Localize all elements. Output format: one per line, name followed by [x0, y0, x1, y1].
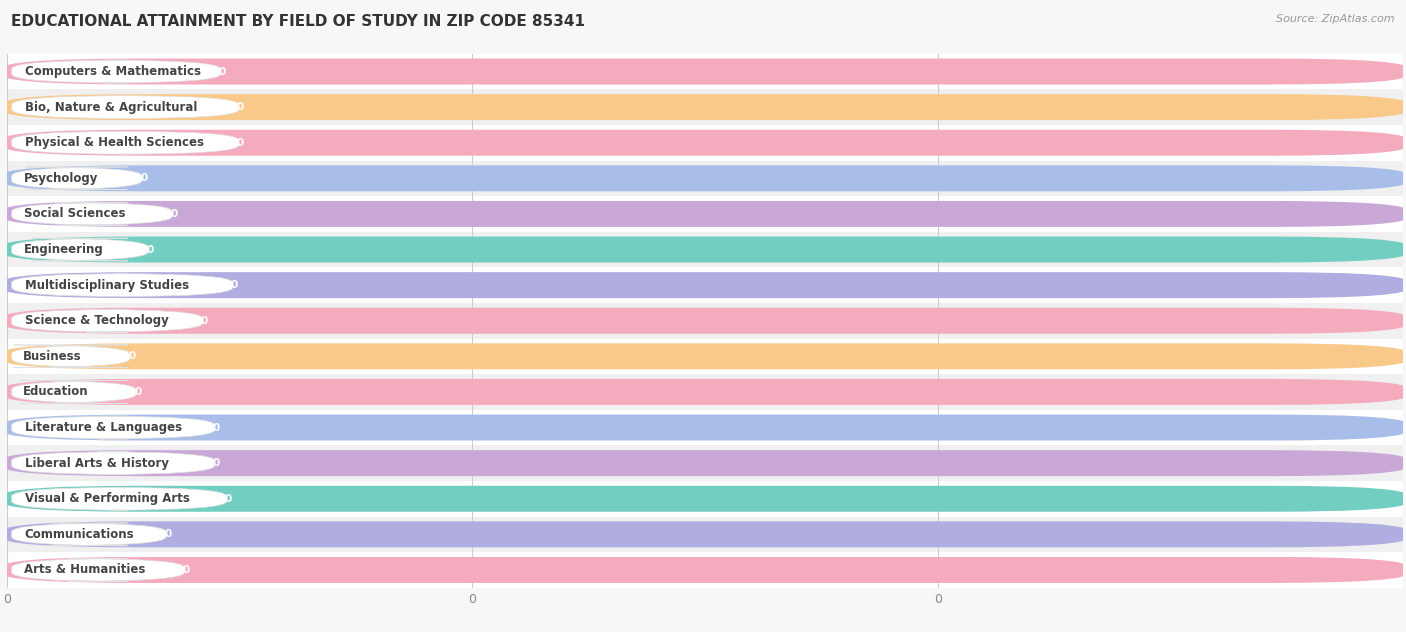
Text: EDUCATIONAL ATTAINMENT BY FIELD OF STUDY IN ZIP CODE 85341: EDUCATIONAL ATTAINMENT BY FIELD OF STUDY… — [11, 14, 585, 29]
Text: Psychology: Psychology — [24, 172, 98, 185]
FancyBboxPatch shape — [0, 450, 1406, 476]
Text: 0: 0 — [219, 66, 226, 76]
Text: 0: 0 — [225, 494, 232, 504]
Bar — [7, 267, 1403, 303]
FancyBboxPatch shape — [11, 416, 215, 439]
FancyBboxPatch shape — [11, 238, 148, 261]
Bar — [7, 552, 1403, 588]
FancyBboxPatch shape — [0, 415, 1406, 441]
Text: Business: Business — [22, 350, 82, 363]
FancyBboxPatch shape — [0, 166, 1406, 191]
FancyBboxPatch shape — [0, 521, 1406, 547]
Text: 0: 0 — [231, 280, 238, 290]
FancyBboxPatch shape — [11, 309, 202, 332]
FancyBboxPatch shape — [0, 201, 1406, 227]
Text: Social Sciences: Social Sciences — [24, 207, 125, 221]
Bar — [7, 339, 1403, 374]
Bar — [7, 481, 1403, 516]
FancyBboxPatch shape — [0, 557, 1406, 583]
Text: 0: 0 — [141, 173, 148, 183]
Bar — [7, 446, 1403, 481]
Text: Bio, Nature & Agricultural: Bio, Nature & Agricultural — [25, 100, 198, 114]
Text: Computers & Mathematics: Computers & Mathematics — [25, 65, 201, 78]
FancyBboxPatch shape — [11, 487, 226, 510]
Bar — [7, 516, 1403, 552]
FancyBboxPatch shape — [11, 167, 142, 190]
Text: Liberal Arts & History: Liberal Arts & History — [25, 457, 169, 470]
Text: 0: 0 — [201, 316, 208, 325]
Text: Arts & Humanities: Arts & Humanities — [24, 564, 146, 576]
Text: Engineering: Engineering — [24, 243, 103, 256]
FancyBboxPatch shape — [11, 202, 173, 226]
Bar — [7, 125, 1403, 161]
Text: Physical & Health Sciences: Physical & Health Sciences — [25, 137, 204, 149]
Text: Education: Education — [24, 386, 89, 398]
Text: 0: 0 — [183, 565, 190, 575]
FancyBboxPatch shape — [11, 95, 239, 119]
Text: 0: 0 — [134, 387, 142, 397]
FancyBboxPatch shape — [11, 345, 129, 368]
Bar — [7, 232, 1403, 267]
FancyBboxPatch shape — [11, 60, 221, 83]
Text: Communications: Communications — [24, 528, 134, 541]
Bar — [7, 303, 1403, 339]
FancyBboxPatch shape — [0, 236, 1406, 262]
FancyBboxPatch shape — [0, 343, 1406, 369]
Bar — [7, 54, 1403, 89]
Text: 0: 0 — [212, 423, 219, 432]
FancyBboxPatch shape — [0, 59, 1406, 85]
Text: 0: 0 — [170, 209, 177, 219]
Bar — [7, 374, 1403, 410]
Bar — [7, 196, 1403, 232]
FancyBboxPatch shape — [0, 94, 1406, 120]
Text: Multidisciplinary Studies: Multidisciplinary Studies — [25, 279, 190, 291]
Bar — [7, 89, 1403, 125]
FancyBboxPatch shape — [0, 308, 1406, 334]
Bar — [7, 410, 1403, 446]
FancyBboxPatch shape — [11, 274, 233, 296]
Text: 0: 0 — [128, 351, 135, 362]
Text: Source: ZipAtlas.com: Source: ZipAtlas.com — [1277, 14, 1395, 24]
FancyBboxPatch shape — [11, 523, 166, 546]
Text: 0: 0 — [165, 530, 172, 539]
Text: Science & Technology: Science & Technology — [25, 314, 169, 327]
FancyBboxPatch shape — [0, 130, 1406, 155]
Bar — [7, 161, 1403, 196]
Text: 0: 0 — [238, 138, 245, 148]
FancyBboxPatch shape — [0, 272, 1406, 298]
Text: Literature & Languages: Literature & Languages — [25, 421, 181, 434]
Text: Visual & Performing Arts: Visual & Performing Arts — [25, 492, 190, 505]
FancyBboxPatch shape — [11, 452, 215, 475]
Text: 0: 0 — [238, 102, 245, 112]
FancyBboxPatch shape — [11, 380, 136, 403]
FancyBboxPatch shape — [11, 131, 239, 154]
FancyBboxPatch shape — [11, 559, 184, 581]
Text: 0: 0 — [146, 245, 153, 255]
Text: 0: 0 — [212, 458, 219, 468]
FancyBboxPatch shape — [0, 486, 1406, 512]
FancyBboxPatch shape — [0, 379, 1406, 405]
